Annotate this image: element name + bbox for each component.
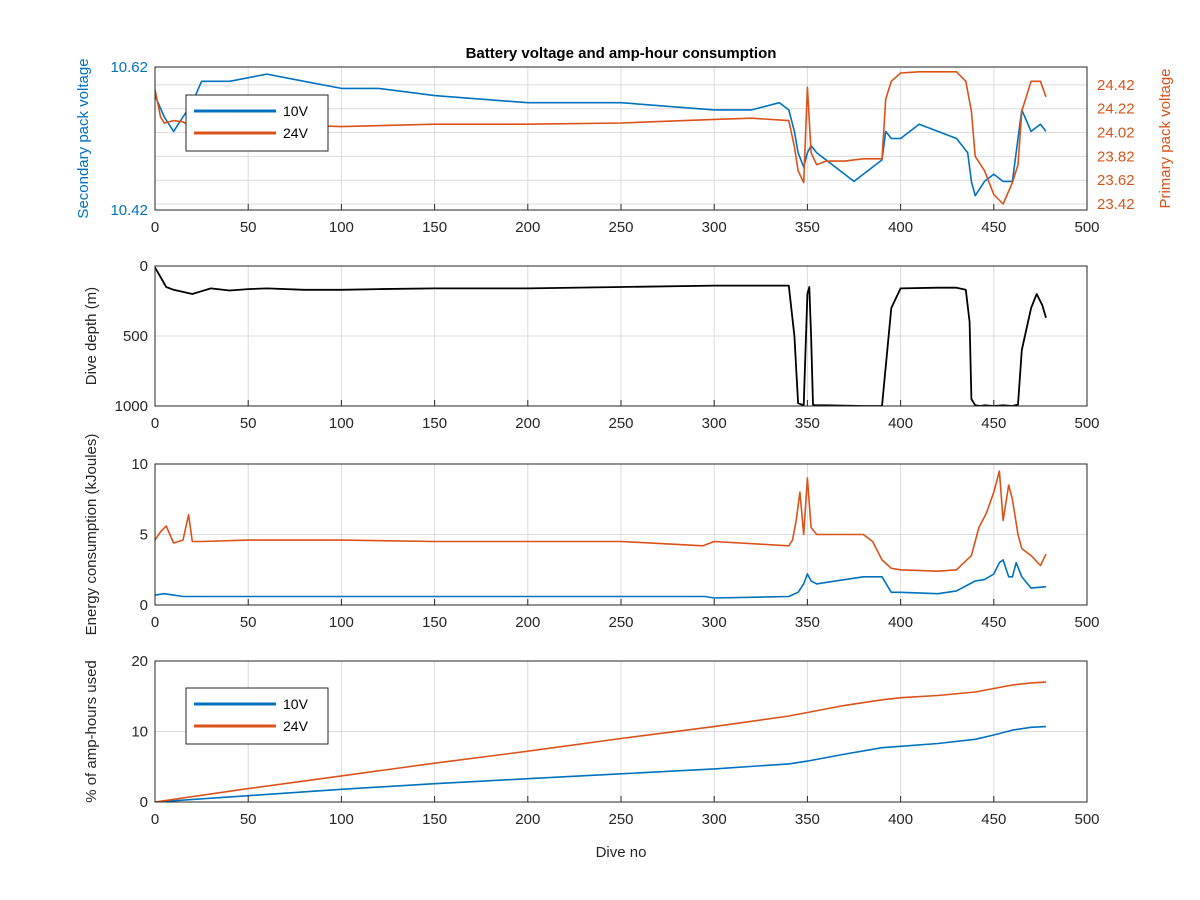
y-tick-label: 1000 <box>115 398 148 415</box>
y-right-tick-label: 24.22 <box>1097 101 1135 118</box>
y-axis-label: Secondary pack voltage <box>75 58 92 218</box>
x-tick-label: 100 <box>329 219 354 236</box>
x-tick-label: 400 <box>888 614 913 631</box>
y-right-tick-label: 23.42 <box>1097 196 1135 213</box>
series-line-24v <box>155 681 1047 802</box>
legend-box <box>185 687 329 745</box>
x-tick-label: 450 <box>981 415 1006 432</box>
x-tick-label: 0 <box>151 614 159 631</box>
x-axis-label: Dive no <box>596 844 647 861</box>
x-tick-label: 50 <box>240 614 257 631</box>
y-tick-label: 500 <box>123 328 148 345</box>
legend-label-10v: 10V <box>283 696 309 712</box>
x-tick-label: 300 <box>702 811 727 828</box>
x-tick-label: 200 <box>515 415 540 432</box>
voltage-plot: 0 50 100 150 200 250 300 350 400 450 500 10.42 10.62… <box>75 58 1174 236</box>
x-tick-label: 200 <box>515 811 540 828</box>
amp-hours-plot: 0 50 100 150 200 250 300 350 400 450 500 0 10 20 % of … <box>83 653 1100 861</box>
x-tick-label: 150 <box>422 614 447 631</box>
depth-plot: 0 50 100 150 200 250 300 350 400 450 500 0 500 1000 Di… <box>83 258 1100 432</box>
y-axis-label: Dive depth (m) <box>83 287 100 385</box>
x-tick-label: 500 <box>1074 811 1099 828</box>
y-right-tick-label: 24.02 <box>1097 125 1135 142</box>
x-tick-label: 250 <box>608 219 633 236</box>
x-tick-label: 0 <box>151 219 159 236</box>
y-right-axis-label: Primary pack voltage <box>1157 68 1174 208</box>
x-tick-label: 50 <box>240 811 257 828</box>
series-line-24v <box>155 470 1047 573</box>
y-tick-label: 0 <box>140 794 148 811</box>
x-tick-label: 250 <box>608 415 633 432</box>
x-tick-label: 500 <box>1074 614 1099 631</box>
x-tick-label: 300 <box>702 415 727 432</box>
y-tick-label: 10 <box>131 456 148 473</box>
x-tick-label: 400 <box>888 415 913 432</box>
x-tick-label: 450 <box>981 614 1006 631</box>
y-right-tick-label: 23.82 <box>1097 148 1135 165</box>
y-axis-label: Energy consumption (kJoules) <box>83 434 100 636</box>
x-tick-label: 150 <box>422 811 447 828</box>
series-line-depth <box>155 266 1047 406</box>
x-tick-label: 200 <box>515 614 540 631</box>
x-tick-label: 450 <box>981 219 1006 236</box>
y-axis-label: % of amp-hours used <box>83 660 100 803</box>
x-tick-label: 100 <box>329 811 354 828</box>
x-tick-label: 500 <box>1074 219 1099 236</box>
x-tick-label: 350 <box>795 614 820 631</box>
series-line-10v <box>155 725 1047 802</box>
x-tick-label: 300 <box>702 614 727 631</box>
series-line-10v <box>155 559 1047 599</box>
x-tick-label: 300 <box>702 219 727 236</box>
energy-plot: 0 50 100 150 200 250 300 350 400 450 500 0 5 10 Energy… <box>83 434 1100 636</box>
y-tick-label: 0 <box>140 258 148 275</box>
chart-title: Battery voltage and amp-hour consumption <box>466 45 777 62</box>
series-line-10v <box>155 73 1047 197</box>
x-tick-label: 200 <box>515 219 540 236</box>
x-tick-label: 250 <box>608 811 633 828</box>
x-tick-label: 50 <box>240 219 257 236</box>
x-tick-label: 0 <box>151 415 159 432</box>
legend-box <box>185 94 329 152</box>
y-right-tick-label: 24.42 <box>1097 77 1135 94</box>
x-tick-label: 350 <box>795 219 820 236</box>
y-tick-label: 10.62 <box>110 59 148 76</box>
legend-label-24v: 24V <box>283 718 309 734</box>
x-tick-label: 350 <box>795 415 820 432</box>
x-tick-label: 250 <box>608 614 633 631</box>
y-tick-label: 5 <box>140 527 148 544</box>
x-tick-label: 450 <box>981 811 1006 828</box>
y-right-tick-label: 23.62 <box>1097 172 1135 189</box>
x-tick-label: 400 <box>888 219 913 236</box>
x-tick-label: 350 <box>795 811 820 828</box>
y-tick-label: 10.42 <box>110 202 148 219</box>
x-tick-label: 150 <box>422 219 447 236</box>
x-tick-label: 400 <box>888 811 913 828</box>
x-tick-label: 50 <box>240 415 257 432</box>
y-tick-label: 10 <box>131 724 148 741</box>
x-tick-label: 100 <box>329 415 354 432</box>
x-tick-label: 150 <box>422 415 447 432</box>
y-tick-label: 20 <box>131 653 148 670</box>
legend-label-24v: 24V <box>283 125 309 141</box>
y-tick-label: 0 <box>140 597 148 614</box>
x-tick-label: 100 <box>329 614 354 631</box>
x-tick-label: 0 <box>151 811 159 828</box>
x-tick-label: 500 <box>1074 415 1099 432</box>
legend-label-10v: 10V <box>283 103 309 119</box>
